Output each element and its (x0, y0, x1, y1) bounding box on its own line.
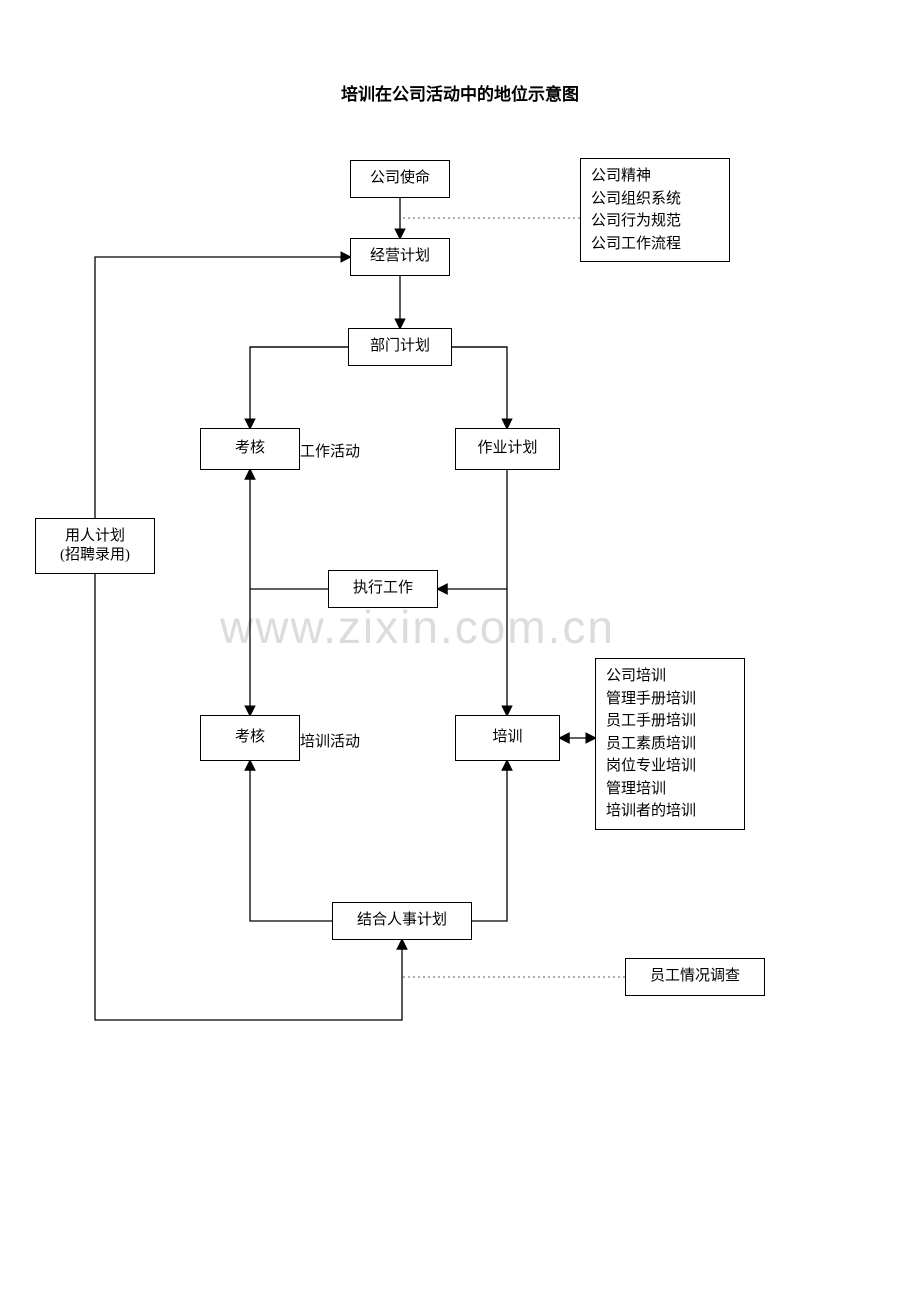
label-training-activity: 培训活动 (300, 730, 360, 751)
edge (95, 257, 350, 518)
label-work-activity: 工作活动 (300, 440, 360, 461)
node-assess1: 考核 (200, 428, 300, 470)
sidebox-line: 员工素质培训 (606, 733, 734, 756)
sidebox-line: 公司组织系统 (591, 188, 719, 211)
watermark: www.zixin.com.cn (220, 600, 615, 654)
node-label: 执行工作 (353, 579, 413, 599)
sidebox-line: 公司培训 (606, 665, 734, 688)
node-label: 用人计划(招聘录用) (60, 527, 130, 566)
node-label: 员工情况调查 (650, 967, 740, 987)
node-label: 培训 (492, 728, 522, 748)
node-label: 考核 (235, 728, 265, 748)
node-exec: 执行工作 (328, 570, 438, 608)
node-label: 公司使命 (370, 169, 430, 189)
node-label: 结合人事计划 (357, 911, 447, 931)
node-survey: 员工情况调查 (625, 958, 765, 996)
edge (250, 761, 332, 921)
node-workplan: 作业计划 (455, 428, 560, 470)
sidebox-line: 员工手册培训 (606, 710, 734, 733)
connectors-layer (0, 0, 920, 1302)
node-staffplan: 用人计划(招聘录用) (35, 518, 155, 574)
node-label: 考核 (235, 439, 265, 459)
node-assess2: 考核 (200, 715, 300, 761)
node-training: 培训 (455, 715, 560, 761)
edge (472, 761, 507, 921)
sidebox-line: 培训者的培训 (606, 800, 734, 823)
edge (250, 347, 348, 428)
sidebox-line: 公司行为规范 (591, 210, 719, 233)
edge (452, 347, 507, 428)
node-label: 作业计划 (477, 439, 537, 459)
sidebox-company-spirit: 公司精神公司组织系统公司行为规范公司工作流程 (580, 158, 730, 262)
sidebox-line: 管理手册培训 (606, 688, 734, 711)
sidebox-line: 管理培训 (606, 778, 734, 801)
node-label: 部门计划 (370, 337, 430, 357)
node-mission: 公司使命 (350, 160, 450, 198)
node-hrplan: 结合人事计划 (332, 902, 472, 940)
sidebox-line: 岗位专业培训 (606, 755, 734, 778)
node-bizplan: 经营计划 (350, 238, 450, 276)
sidebox-line: 公司工作流程 (591, 233, 719, 256)
node-label: 经营计划 (370, 247, 430, 267)
diagram-title: 培训在公司活动中的地位示意图 (0, 80, 920, 105)
sidebox-line: 公司精神 (591, 165, 719, 188)
node-deptplan: 部门计划 (348, 328, 452, 366)
edge (95, 574, 402, 1020)
sidebox-training-types: 公司培训管理手册培训员工手册培训员工素质培训岗位专业培训管理培训培训者的培训 (595, 658, 745, 830)
